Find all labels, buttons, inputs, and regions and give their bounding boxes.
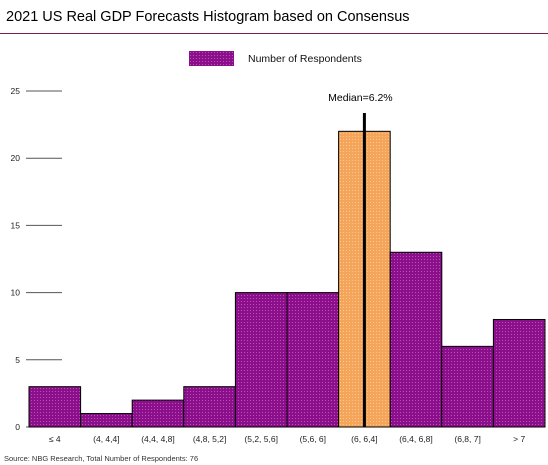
x-tick-label: (6, 6,4]	[351, 434, 377, 444]
x-axis-labels: ≤ 4 (4, 4,4] (4,4, 4,8] (4,8, 5,2] (5,2, 5,6…	[49, 434, 526, 444]
x-tick-label: (5,2, 5,6]	[244, 434, 278, 444]
x-tick-label: (4,4, 4,8]	[141, 434, 175, 444]
legend-swatch	[189, 51, 234, 66]
bar	[28, 386, 82, 428]
y-tick-label: 0	[15, 422, 20, 432]
bar	[183, 386, 236, 428]
title-divider	[0, 33, 548, 34]
legend: Number of Respondents	[189, 51, 362, 66]
bar	[441, 345, 494, 428]
bar	[389, 251, 443, 428]
x-tick-label: (4, 4,4]	[93, 434, 119, 444]
y-tick-label: 5	[15, 355, 20, 365]
y-tick-label: 20	[11, 153, 21, 163]
y-axis: 0 5 10 15 20 25	[11, 86, 62, 432]
bar	[80, 413, 133, 428]
median-annotation: Median=6.2%	[328, 92, 393, 427]
x-tick-label: (6,8, 7]	[454, 434, 480, 444]
source-note: Source: NBG Research, Total Number of Re…	[4, 454, 199, 463]
chart-title: 2021 US Real GDP Forecasts Histogram bas…	[6, 9, 410, 25]
x-tick-label: (5,6, 6]	[300, 434, 326, 444]
bars	[28, 130, 546, 428]
bar	[286, 292, 340, 428]
y-tick-label: 25	[11, 86, 21, 96]
legend-label: Number of Respondents	[248, 53, 362, 65]
x-tick-label: ≤ 4	[49, 434, 61, 444]
bar	[131, 399, 185, 428]
bar	[492, 318, 546, 428]
y-tick-label: 10	[11, 288, 21, 298]
x-tick-label: (6,4, 6,8]	[399, 434, 433, 444]
median-label: Median=6.2%	[328, 92, 393, 104]
bar	[234, 292, 288, 428]
x-tick-label: > 7	[513, 434, 525, 444]
y-tick-label: 15	[11, 220, 21, 230]
x-tick-label: (4,8, 5,2]	[193, 434, 227, 444]
